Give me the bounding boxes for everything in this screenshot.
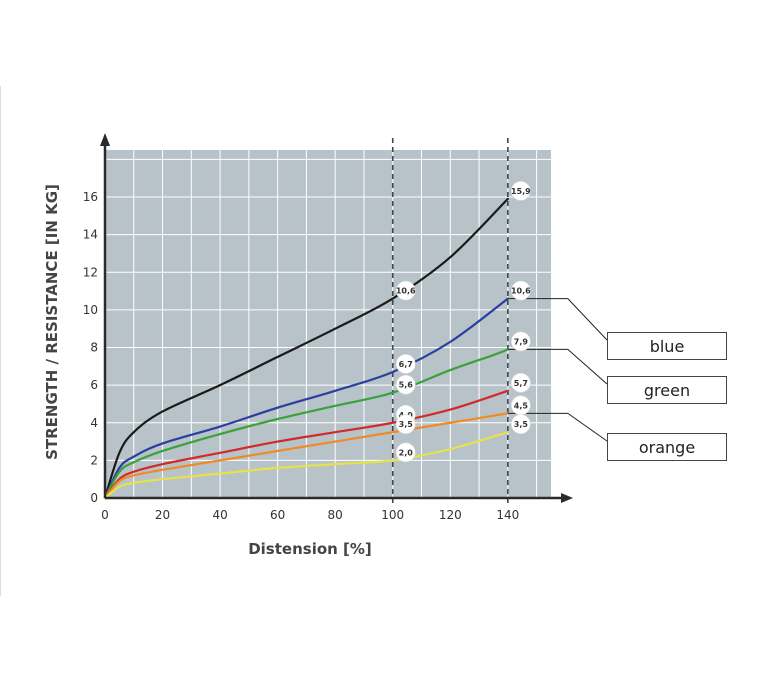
y-tick-label: 2 <box>90 453 98 467</box>
legend-leader-orange <box>507 412 608 442</box>
y-tick-label: 16 <box>83 190 98 204</box>
legend-box-green: green <box>607 376 727 404</box>
callout-label: 3,5 <box>514 420 529 429</box>
callout-bubble <box>395 280 416 301</box>
callout-bubble <box>395 354 416 374</box>
callout-bubble <box>511 372 531 393</box>
series-line-5 <box>103 412 509 500</box>
callout-label: 4,5 <box>514 401 529 410</box>
callout-label: 10,6 <box>511 287 531 296</box>
callout-bubble <box>395 414 416 434</box>
x-tick-label: 140 <box>496 508 519 522</box>
grid <box>105 150 551 498</box>
y-tick-label: 10 <box>83 303 98 317</box>
x-tick-label: 60 <box>270 508 285 522</box>
y-tick-label: 14 <box>83 228 98 242</box>
figure-frame <box>0 86 768 596</box>
series-line-6 <box>103 431 509 500</box>
y-axis-title: STRENGTH / RESISTANCE [IN KG] <box>43 184 61 460</box>
x-tick-label: 80 <box>328 508 343 522</box>
callout-label: 6,7 <box>399 360 413 369</box>
y-tick-label: 6 <box>90 378 98 392</box>
x-tick-label: 20 <box>155 508 170 522</box>
plot-background <box>105 150 551 498</box>
callout-bubble <box>395 374 416 395</box>
series-line-4 <box>103 389 509 500</box>
y-axis-arrow <box>100 133 110 146</box>
callout-bubble <box>395 442 416 463</box>
callout-label: 15,9 <box>511 187 531 196</box>
x-tick-label: 100 <box>381 508 404 522</box>
callout-label: 10,6 <box>396 287 416 296</box>
callout-label: 7,9 <box>514 337 529 346</box>
x-axis-title: Distension [%] <box>248 540 372 558</box>
value-callouts: 10,615,96,710,65,67,94,05,73,54,52,03,5 <box>395 181 531 463</box>
callout-label: 5,7 <box>514 379 528 388</box>
axes <box>100 133 573 503</box>
y-tick-label: 4 <box>90 416 98 430</box>
x-tick-label: 120 <box>439 508 462 522</box>
x-tick-label: 40 <box>212 508 227 522</box>
callout-bubble <box>511 414 531 434</box>
callout-label: 2,0 <box>399 448 414 457</box>
legend-leader-green <box>507 348 608 385</box>
callout-bubble <box>511 181 531 201</box>
series-line-3 <box>103 348 509 500</box>
y-tick-label: 0 <box>90 491 98 505</box>
y-tick-label: 8 <box>90 341 98 355</box>
y-tick-label: 12 <box>83 265 98 279</box>
legend-leader-blue <box>507 298 608 341</box>
callout-label: 3,5 <box>399 420 414 429</box>
series-lines <box>103 197 509 500</box>
legend-box-orange: orange <box>607 433 727 461</box>
callout-label: 5,6 <box>399 381 414 390</box>
series-line-2 <box>103 297 509 500</box>
callout-bubble <box>511 331 531 352</box>
legend-leaders <box>507 298 608 442</box>
series-line-1 <box>103 197 509 500</box>
legend-box-blue: blue <box>607 332 727 360</box>
reference-lines <box>391 138 509 504</box>
tick-labels: 0 20 40 60 80 100 120 140 0 2 4 6 8 10 12 14 16 <box>83 190 520 522</box>
callout-bubble <box>511 280 531 301</box>
x-axis-arrow <box>561 493 573 503</box>
x-tick-label: 0 <box>101 508 109 522</box>
